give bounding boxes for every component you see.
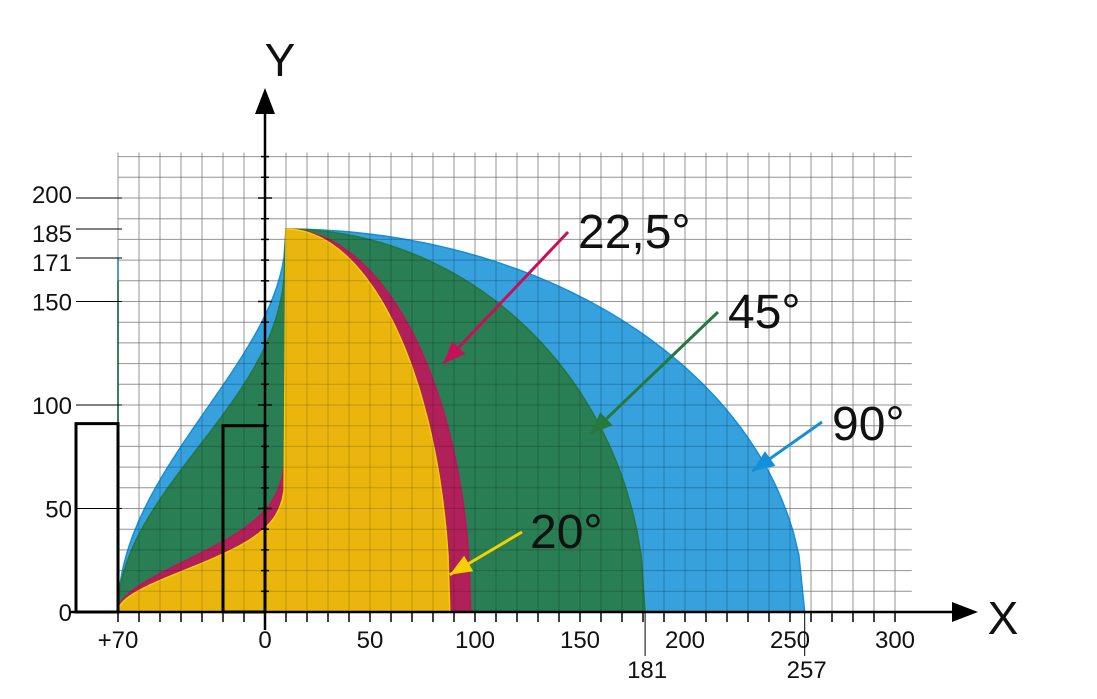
callout-22-5deg-arrow-icon: [443, 341, 466, 364]
callout-45deg-line: [589, 310, 720, 436]
y-tick-label: 150: [32, 290, 72, 317]
callout-22-5deg-label: 22,5°: [578, 206, 691, 259]
axes: YX: [70, 34, 1018, 644]
x-tick-label: 150: [560, 627, 600, 654]
callout-90deg-arrow-icon: [752, 451, 776, 472]
x-axis-name: X: [988, 592, 1019, 644]
callout-45deg-arrow-icon: [590, 412, 613, 434]
x-tick-label: 200: [665, 627, 705, 654]
y-tick-label: 200: [32, 182, 72, 209]
x-tick-label: 0: [258, 627, 271, 654]
y-tick-label: 100: [32, 393, 72, 420]
callout-45deg-label: 45°: [728, 286, 801, 339]
x-tick-label: +70: [98, 627, 139, 654]
y-tick-label: 50: [45, 497, 72, 524]
series-group: [117, 152, 912, 613]
callouts: 22,5° 45° 90° 20°: [442, 206, 905, 577]
y-axis-name: Y: [265, 34, 296, 86]
x-extra-tick-label: 181: [627, 657, 667, 684]
y-tick-label: 171: [32, 250, 72, 277]
region-20deg: [117, 228, 451, 613]
callout-90deg-label: 90°: [832, 398, 905, 451]
x-extra-tick-label: 257: [787, 657, 827, 684]
y-tick-label: 185: [32, 221, 72, 248]
x-tick-label: 300: [875, 627, 915, 654]
callout-20deg-arrow-icon: [449, 555, 474, 575]
x-axis-arrow-icon: [952, 602, 978, 622]
left-box-outline: [74, 422, 120, 614]
x-tick-label: 50: [357, 627, 384, 654]
callout-20deg-label: 20°: [530, 506, 603, 559]
y-tick-label: 0: [59, 600, 72, 627]
y-axis-arrow-icon: [255, 88, 275, 114]
callout-22-5deg-line: [442, 230, 570, 365]
x-tick-label: 100: [455, 627, 495, 654]
x-tick-label: 250: [770, 627, 810, 654]
